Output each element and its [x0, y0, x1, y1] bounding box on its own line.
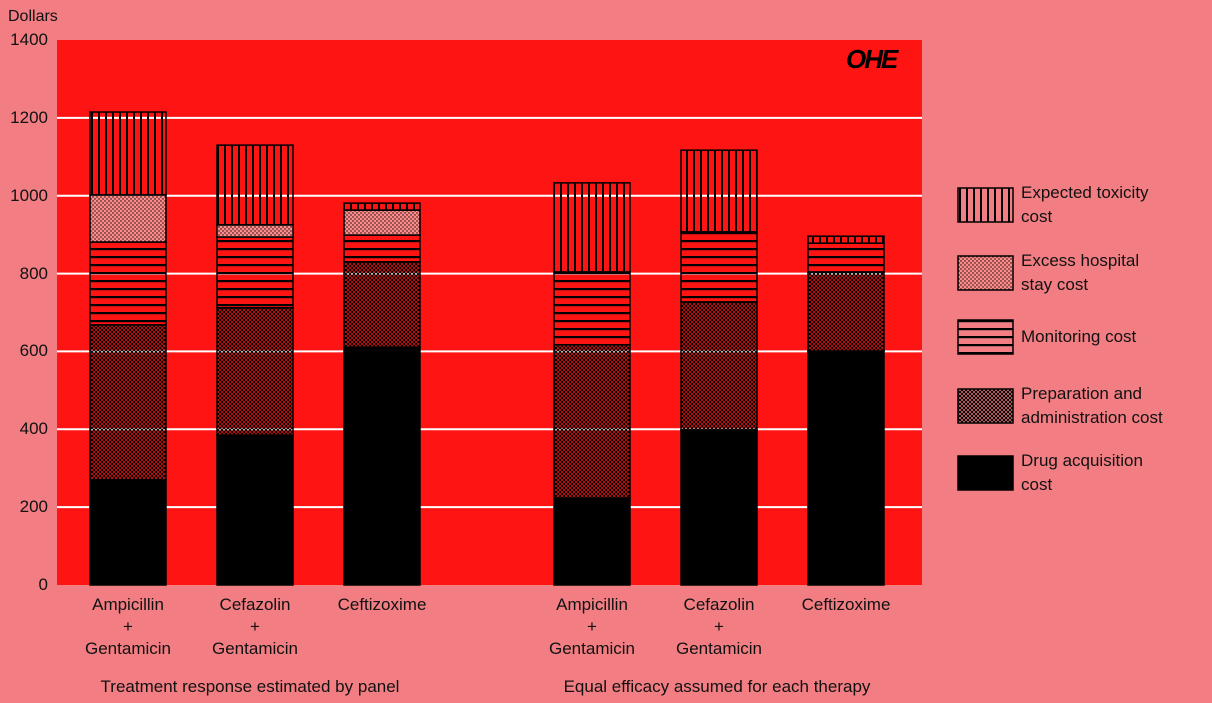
x-tick-label: Ceftizoxime — [801, 595, 891, 614]
y-tick-label: 0 — [38, 575, 48, 594]
bar-segment — [343, 202, 421, 211]
legend-swatch — [957, 255, 1014, 291]
group-label: Treatment response estimated by panel — [100, 677, 400, 696]
bar-segment — [553, 182, 631, 273]
logo: OHE — [846, 44, 898, 74]
x-tick-label: Cefazolin + Gentamicin — [676, 595, 762, 658]
bar-segment — [89, 324, 167, 481]
bar-segment — [680, 301, 758, 431]
bar-segment — [216, 236, 294, 309]
bar-segment — [216, 144, 294, 226]
bar-segment — [680, 429, 758, 586]
x-tick-label: Cefazolin + Gentamicin — [212, 595, 298, 658]
x-tick-label: Ampicillin + Gentamicin — [549, 595, 635, 658]
bar-segment — [553, 344, 631, 499]
y-tick-label: 1000 — [10, 185, 48, 205]
legend-label: Expected toxicity cost — [1021, 183, 1149, 226]
bar-segment — [807, 242, 885, 273]
bar-segment — [553, 497, 631, 586]
y-tick-label: 400 — [19, 419, 48, 439]
legend-label: Monitoring cost — [1021, 327, 1137, 346]
bar-segment — [89, 111, 167, 196]
bar-segment — [343, 346, 421, 586]
bar-segment — [216, 224, 294, 238]
legend-swatch — [957, 455, 1014, 491]
legend-label: Drug acquisition cost — [1021, 451, 1143, 494]
y-tick-label: 1400 — [10, 30, 48, 49]
legend-label: Excess hospital stay cost — [1021, 251, 1140, 294]
bar-segment — [553, 271, 631, 346]
bar-segment — [216, 307, 294, 436]
bar-segment — [216, 434, 294, 586]
bar-segment — [807, 350, 885, 586]
plot-area — [57, 40, 922, 585]
bar-segment — [89, 194, 167, 243]
bar-segment — [807, 235, 885, 244]
legend-label: Preparation and administration cost — [1021, 384, 1163, 427]
bar-segment — [343, 209, 421, 236]
bar-segment — [807, 271, 885, 352]
y-tick-label: 200 — [19, 497, 48, 517]
x-tick-label: Ceftizoxime — [337, 595, 427, 614]
legend-swatch — [957, 388, 1014, 424]
legend-swatch — [957, 319, 1014, 355]
y-tick-label: 600 — [19, 341, 48, 361]
bar-segment — [89, 241, 167, 326]
y-axis-label: Dollars — [8, 8, 58, 25]
bar-segment — [343, 234, 421, 263]
x-tick-label: Ampicillin + Gentamicin — [85, 595, 171, 658]
bar-segment — [89, 479, 167, 586]
y-tick-label: 1200 — [10, 107, 48, 127]
bar-segment — [680, 149, 758, 233]
group-label: Equal efficacy assumed for each therapy — [563, 677, 871, 696]
bar-segment — [680, 231, 758, 303]
legend-swatch — [957, 187, 1014, 223]
y-tick-label: 800 — [19, 263, 48, 283]
bar-segment — [343, 261, 421, 348]
